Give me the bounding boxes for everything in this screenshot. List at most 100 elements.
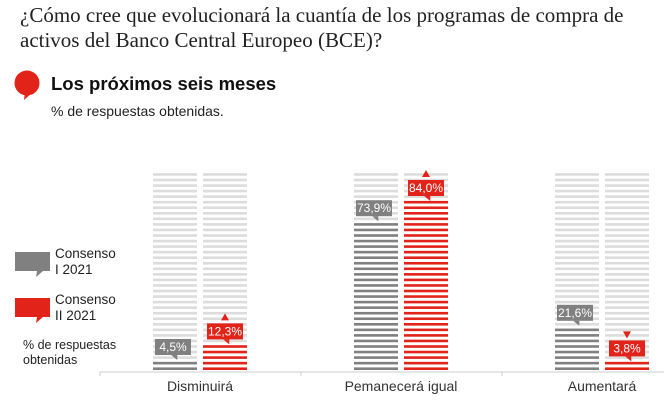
bar-stripe-filled bbox=[354, 345, 398, 348]
bar-stripe-empty bbox=[605, 256, 649, 259]
bar-stripe-empty bbox=[203, 267, 247, 271]
bar-stripe-filled bbox=[354, 234, 398, 237]
trend-up-icon bbox=[422, 170, 430, 177]
bar-stripe-empty bbox=[605, 178, 649, 182]
bar-stripe-empty bbox=[203, 250, 247, 254]
bar-stripe-empty bbox=[203, 234, 247, 237]
bar-stripe-empty bbox=[555, 184, 599, 187]
bar-stripe-empty bbox=[605, 173, 649, 176]
legend-label-line2: II 2021 bbox=[55, 308, 97, 323]
bar-stripe-empty bbox=[203, 278, 247, 282]
data-label: 84,0% bbox=[409, 181, 443, 195]
bar-stripe-empty bbox=[203, 212, 247, 215]
bar-stripe-filled bbox=[203, 356, 247, 359]
bar-stripe-filled bbox=[404, 328, 448, 332]
data-label-pointer bbox=[223, 339, 230, 345]
data-label-pointer bbox=[171, 355, 178, 360]
bar-stripe-empty bbox=[555, 228, 599, 232]
bar-stripe-filled bbox=[404, 261, 448, 265]
legend-label: Consenso II 2021 bbox=[55, 292, 135, 324]
bar-stripe-filled bbox=[404, 334, 448, 337]
data-label-pointer bbox=[424, 196, 431, 201]
bar-stripe-empty bbox=[203, 289, 247, 293]
bar-stripe-empty bbox=[555, 250, 599, 254]
bar-stripe-empty bbox=[153, 223, 197, 226]
category-label-permanecera-igual: Pemanecerá igual bbox=[344, 378, 458, 394]
bar-stripe-filled bbox=[555, 345, 599, 348]
bar-stripe-empty bbox=[605, 223, 649, 226]
bar-stripe-empty bbox=[203, 228, 247, 232]
bar-stripe-filled bbox=[404, 311, 448, 315]
bar-stripe-empty bbox=[555, 217, 599, 221]
bar-stripe-filled bbox=[404, 245, 448, 248]
bar-stripe-empty bbox=[555, 189, 599, 193]
unit-note: % de respuestas obtenidas. bbox=[51, 103, 224, 119]
data-label-box bbox=[408, 180, 444, 196]
legend-swatch-gray bbox=[15, 252, 50, 277]
bar-stripe-empty bbox=[203, 173, 247, 176]
bar-stripe-empty bbox=[153, 261, 197, 265]
legend-swatch-red bbox=[15, 298, 50, 323]
bar-stripe-filled bbox=[404, 306, 448, 309]
bar-stripe-empty bbox=[354, 189, 398, 193]
data-label-box bbox=[356, 200, 392, 217]
bar-stripe-empty bbox=[203, 306, 247, 309]
bar-stripe-filled bbox=[354, 284, 398, 287]
bar-stripe-empty bbox=[153, 273, 197, 276]
bar-stripe-filled bbox=[354, 289, 398, 293]
bar-stripe-empty bbox=[153, 195, 197, 198]
bar-stripe-filled bbox=[354, 311, 398, 315]
bar-stripe-filled bbox=[354, 334, 398, 337]
bar-stripe-filled bbox=[354, 295, 398, 298]
bar-stripe-empty bbox=[203, 273, 247, 276]
bar-stripe-filled bbox=[404, 206, 448, 210]
bar-stripe-empty bbox=[605, 195, 649, 198]
bar-stripe-empty bbox=[354, 178, 398, 182]
data-label-pointer bbox=[625, 356, 632, 362]
bar-stripe-empty bbox=[153, 284, 197, 287]
bar-stripe-empty bbox=[555, 206, 599, 210]
trend-up-icon bbox=[221, 313, 229, 321]
bar-stripe-filled bbox=[555, 339, 599, 343]
trend-down-icon bbox=[623, 331, 631, 339]
bar-stripe-filled bbox=[153, 361, 197, 365]
bar-stripe-filled bbox=[404, 256, 448, 259]
data-label: 73,9% bbox=[357, 201, 391, 215]
bar-stripe-filled bbox=[354, 300, 398, 304]
bar-stripe-empty bbox=[605, 228, 649, 232]
bar-stripe-filled bbox=[605, 361, 649, 365]
bar-stripe-empty bbox=[203, 295, 247, 298]
bar-stripe-filled bbox=[203, 361, 247, 365]
bar-stripe-filled bbox=[203, 345, 247, 348]
bar-stripe-filled bbox=[354, 256, 398, 259]
bar-stripe-empty bbox=[203, 261, 247, 265]
bar-stripe-empty bbox=[153, 334, 197, 337]
bar-stripe-empty bbox=[605, 217, 649, 221]
bar-stripe-empty bbox=[555, 234, 599, 237]
legend-label-line1: Consenso bbox=[55, 246, 116, 261]
chart-subtitle: Los próximos seis meses bbox=[51, 73, 277, 94]
bar-stripe-filled bbox=[404, 317, 448, 321]
bar-stripe-empty bbox=[203, 256, 247, 259]
bar-stripe-empty bbox=[153, 323, 197, 326]
bar-stripe-empty bbox=[605, 250, 649, 254]
data-label: 12,3% bbox=[208, 324, 242, 338]
bar-stripe-empty bbox=[605, 234, 649, 237]
bar-stripe-empty bbox=[605, 206, 649, 210]
bar-stripe-empty bbox=[555, 261, 599, 265]
category-label-aumentara: Aumentará bbox=[567, 378, 637, 394]
bar-stripe-empty bbox=[555, 256, 599, 259]
bar-stripe-empty bbox=[555, 273, 599, 276]
bar-stripe-filled bbox=[605, 367, 649, 370]
bar-stripe-filled bbox=[555, 350, 599, 354]
data-label-box bbox=[557, 304, 593, 321]
bar-stripe-empty bbox=[153, 189, 197, 193]
data-label: 21,6% bbox=[558, 306, 592, 320]
bar-stripe-empty bbox=[354, 184, 398, 187]
bar-stripe-empty bbox=[555, 178, 599, 182]
question-title: ¿Cómo cree que evolucionará la cuantía d… bbox=[20, 3, 624, 52]
bar-stripe-empty bbox=[555, 278, 599, 282]
bar-stripe-empty bbox=[555, 245, 599, 248]
bar-stripe-empty bbox=[555, 223, 599, 226]
